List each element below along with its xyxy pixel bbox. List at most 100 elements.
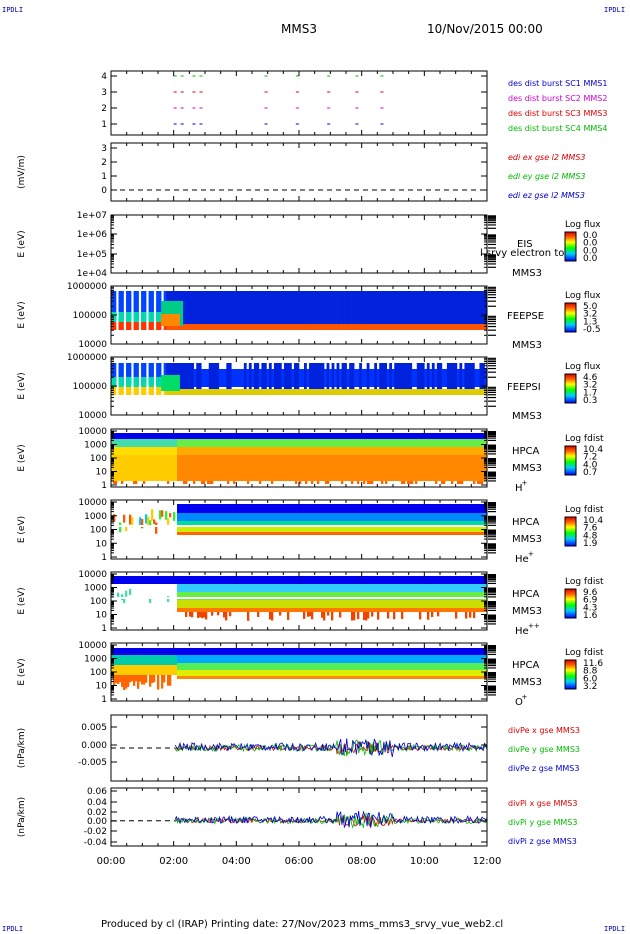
p10-legend-item: divPe z gse MMS3 [508, 764, 579, 773]
p2-ytick-label: 3 [101, 144, 107, 154]
p8-colorbar-tick: 1.6 [583, 611, 598, 621]
p5-ytick-label: 10000 [78, 411, 107, 421]
p11-frame [110, 787, 488, 847]
p11-ytick-label: 0.00 [87, 817, 107, 827]
x-tick-label: 12:00 [473, 856, 502, 867]
p1-ytick-label: 3 [101, 88, 107, 98]
p10-legend-item: divPe x gse MMS3 [508, 726, 580, 735]
x-tick-label: 04:00 [222, 856, 251, 867]
p2-legend-item: edi ez gse l2 MMS3 [508, 191, 585, 200]
p1-legend-item: des dist burst SC2 MMS2 [508, 94, 607, 103]
p7-ylabel: E (eV) [17, 516, 27, 543]
p3-colorbar-tick: 0.0 [583, 231, 598, 241]
p6-ytick-label: 100 [90, 454, 107, 464]
p7-colorbar-tick: 1.9 [583, 539, 598, 549]
p3-extra-label: l srvy electron to [480, 248, 564, 259]
p6-colorbar-tick: 7.2 [583, 453, 597, 463]
corner-label-tl: IPDLI [2, 6, 24, 14]
p3-colorbar-tick: 0.0 [583, 254, 598, 264]
p8-spacecraft: MMS3 [512, 606, 542, 617]
p7-colorbar-tick: 4.8 [583, 531, 598, 541]
p9-colorbar-tick: 11.6 [583, 659, 603, 669]
p5-colorbar-tick: 3.2 [583, 381, 597, 391]
p11-ylabel: (nPa/km) [17, 797, 27, 837]
p5-colorbar-tick: 4.6 [583, 373, 598, 383]
spacecraft-title: MMS3 [281, 22, 317, 36]
p7-colorbar-tick: 7.6 [583, 524, 598, 534]
x-tick-label: 06:00 [285, 856, 314, 867]
p7-colorbar-tick: 10.4 [583, 516, 603, 526]
p6-ytick-label: 10 [96, 468, 108, 478]
p5-colorbar [564, 373, 577, 404]
p4-colorbar [564, 302, 577, 333]
p8-instrument: HPCA [512, 589, 540, 600]
p3-ytick-label: 1e+05 [77, 250, 107, 260]
p4-ytick-label: 1000000 [67, 282, 107, 292]
p11-ytick-label: 0.06 [87, 787, 107, 797]
p1-legend-item: des dist burst SC4 MMS4 [508, 124, 607, 133]
p3-ylabel: E (eV) [17, 230, 27, 257]
p2-ylabel: (mV/m) [17, 155, 27, 189]
p4-colorbar-tick: -0.5 [583, 325, 601, 335]
p9-ytick-label: 10000 [78, 641, 107, 651]
p11-legend-item: divPi z gse MMS3 [508, 837, 577, 846]
p5-colorbar-tick: 1.7 [583, 388, 597, 398]
p6-colorbar-tick: 10.4 [583, 445, 603, 455]
p11-ytick-label: -0.02 [84, 827, 107, 837]
p11-ytick-label: -0.04 [84, 838, 108, 848]
p8-species-charge: ++ [528, 622, 540, 630]
p10-ytick-label: 0.000 [81, 741, 107, 751]
p9-colorbar-tick: 8.8 [583, 667, 598, 677]
p4-instrument: FEEPSE [507, 311, 544, 322]
p9-ytick-label: 10 [96, 682, 108, 692]
p5-colorbar-title: Log flux [565, 362, 601, 372]
p6-colorbar-title: Log fdist [565, 434, 604, 444]
p8-colorbar-tick: 9.6 [583, 588, 598, 598]
p10-ytick-label: -0.005 [78, 758, 107, 768]
p10-ytick-label: 0.005 [81, 723, 107, 733]
p10-series-y [174, 739, 488, 757]
p9-colorbar [564, 659, 577, 690]
p6-colorbar-tick: 4.0 [583, 460, 598, 470]
p10-legend-item: divPe y gse MMS3 [508, 745, 580, 754]
p6-species: H [515, 483, 523, 494]
p4-spacecraft: MMS3 [512, 340, 542, 351]
p3-colorbar-title: Log flux [565, 220, 601, 230]
p5-colorbar-tick: 0.3 [583, 396, 597, 406]
p6-ylabel: E (eV) [17, 444, 27, 471]
p5-instrument: FEEPSI [507, 382, 541, 393]
p3-ytick-label: 1e+06 [77, 230, 108, 240]
p4-colorbar-tick: 1.3 [583, 317, 597, 327]
p9-ytick-label: 1000 [84, 655, 107, 665]
p9-colorbar-title: Log fdist [565, 648, 604, 658]
p3-instrument: EIS [517, 239, 533, 250]
p11-ytick-label: 0.02 [87, 808, 107, 818]
p10-ylabel: (nPa/km) [17, 728, 27, 768]
p3-colorbar-tick: 0.0 [583, 239, 598, 249]
p4-ytick-label: 10000 [78, 340, 107, 350]
p8-colorbar-tick: 6.9 [583, 596, 598, 606]
p4-colorbar-tick: 3.2 [583, 310, 597, 320]
p6-spacecraft: MMS3 [512, 463, 542, 474]
corner-label-br: IPDLI [604, 925, 626, 933]
p6-species-charge: + [522, 479, 528, 487]
p5-ylabel: E (eV) [17, 372, 27, 399]
p9-spacecraft: MMS3 [512, 677, 542, 688]
p3-spacecraft: MMS3 [512, 268, 542, 279]
p1-legend-item: des dist burst SC1 MMS1 [508, 79, 607, 88]
p8-ytick-label: 100 [90, 597, 107, 607]
x-tick-label: 08:00 [347, 856, 376, 867]
p6-ytick-label: 1000 [84, 441, 107, 451]
p7-ytick-label: 10 [96, 539, 108, 549]
p1-ytick-label: 4 [101, 72, 107, 82]
p1-frame [110, 70, 488, 136]
p9-colorbar-tick: 3.2 [583, 682, 597, 692]
x-tick-label: 10:00 [410, 856, 439, 867]
corner-label-tr: IPDLI [604, 6, 626, 14]
p6-colorbar [564, 445, 577, 476]
p6-instrument: HPCA [512, 446, 540, 457]
p1-legend-item: des dist burst SC3 MMS3 [508, 109, 607, 118]
p9-instrument: HPCA [512, 660, 540, 671]
p8-colorbar [564, 588, 577, 619]
